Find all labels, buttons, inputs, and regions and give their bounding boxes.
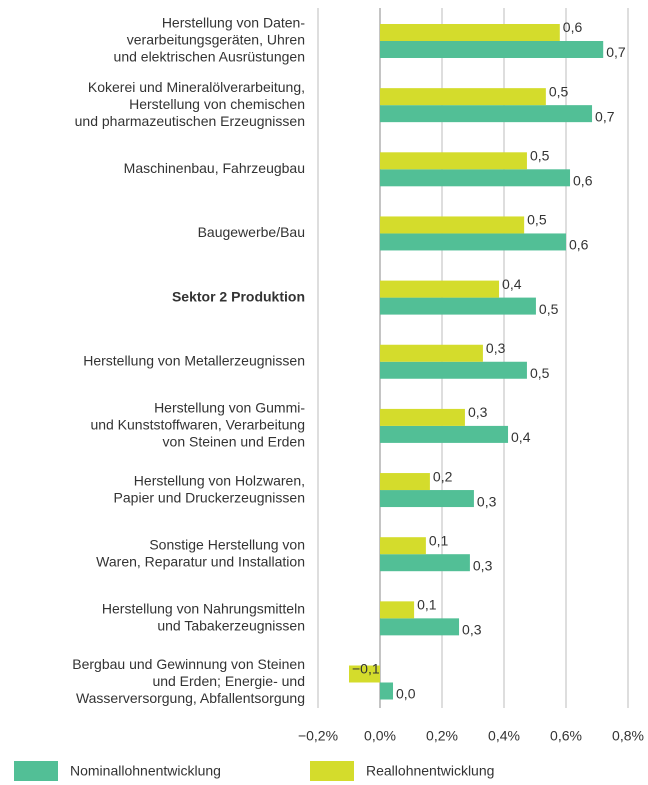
category-label: und Tabakerzeugnissen [157,618,305,634]
value-label: 0,5 [549,83,569,99]
value-label: −0,1 [352,661,380,677]
value-label: 0,7 [595,108,615,124]
value-label: 0,1 [417,597,437,613]
x-tick-label: 0,8% [612,728,644,744]
x-tick-label: 0,6% [550,728,582,744]
bar [380,537,426,555]
category-label: Maschinenbau, Fahrzeugbau [124,160,305,176]
bar [380,490,474,508]
bar [380,233,566,251]
value-label: 0,3 [486,340,506,356]
category-label: Herstellung von Nahrungsmitteln [102,601,305,617]
bar [380,216,525,234]
x-tick-label: −0,2% [298,728,338,744]
value-label: 0,6 [569,237,589,253]
value-label: 0,4 [502,276,522,292]
bar [380,88,546,106]
category-label: verarbeitungsgeräten, Uhren [127,32,305,48]
category-label: Baugewerbe/Bau [198,224,305,240]
bar [380,41,604,58]
category-label: Herstellung von Daten- [162,15,306,31]
value-label: 0,5 [539,301,559,317]
category-label: Wasserversorgung, Abfallentsorgung [76,690,305,706]
bar [380,297,536,315]
value-label: 0,3 [473,557,493,573]
value-label: 0,4 [511,429,531,445]
bar [380,682,394,700]
category-label: von Steinen und Erden [163,434,305,450]
bar [380,361,527,379]
bar [380,105,593,123]
x-tick-label: 0,0% [364,728,396,744]
value-label: 0,3 [462,622,482,638]
value-label: 0,1 [429,532,449,548]
legend-label: Nominallohnentwicklung [70,763,221,779]
value-label: 0,0 [396,686,416,702]
bar [380,618,460,636]
x-tick-label: 0,2% [426,728,458,744]
category-label: Bergbau und Gewinnung von Steinen [72,656,305,672]
bar [380,425,509,443]
value-label: 0,6 [573,173,593,189]
bar [380,554,470,572]
value-label: 0,6 [563,19,583,35]
category-label: Herstellung von Metallerzeugnissen [83,352,305,368]
category-label: Sonstige Herstellung von [149,536,305,552]
category-label: und Kunststoffwaren, Verarbeitung [90,417,305,433]
legend-swatch [14,761,58,781]
value-label: 0,5 [530,365,550,381]
bar [380,24,560,41]
bar [380,473,430,491]
legend-label: Reallohnentwicklung [366,763,494,779]
bar [380,344,483,362]
bar [380,169,571,187]
category-label: Herstellung von Gummi- [154,400,305,416]
value-label: 0,5 [530,148,550,164]
category-label: Sektor 2 Produktion [172,288,305,304]
legend-swatch [310,761,354,781]
category-label: Herstellung von chemischen [129,96,305,112]
bar [349,665,380,683]
value-label: 0,5 [527,212,547,228]
category-label: Herstellung von Holzwaren, [134,472,305,488]
category-label: Papier und Druckerzeugnissen [114,489,305,505]
value-label: 0,3 [477,493,497,509]
bar [380,408,465,426]
value-label: 0,3 [468,404,488,420]
bar [380,152,527,170]
value-label: 0,7 [606,44,626,60]
bar [380,601,415,619]
category-label: und pharmazeutischen Erzeugnissen [75,113,305,129]
x-tick-label: 0,4% [488,728,520,744]
bar [380,280,500,298]
category-label: und Erden; Energie- und [152,673,305,689]
category-label: und elektrischen Ausrüstungen [114,49,305,65]
category-label: Waren, Reparatur und Installation [96,553,305,569]
category-label: Kokerei und Mineralölverarbeitung, [88,79,305,95]
value-label: 0,2 [433,468,453,484]
